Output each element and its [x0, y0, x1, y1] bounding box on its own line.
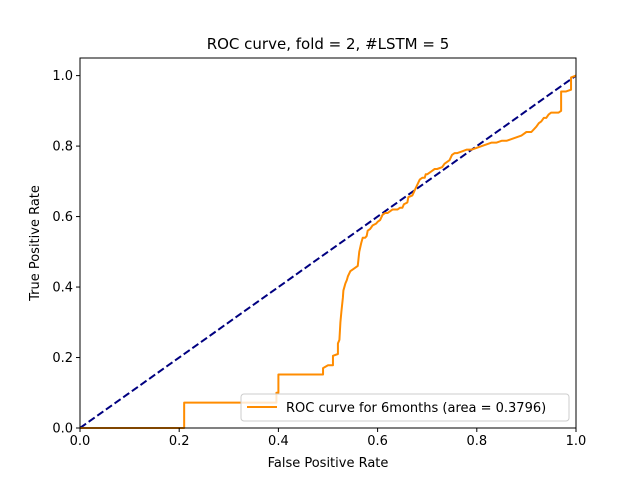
- legend: ROC curve for 6months (area = 0.3796): [240, 393, 570, 422]
- x-tick-label: 0.8: [466, 434, 487, 449]
- legend-box: [240, 393, 570, 422]
- x-tick-label: 0.6: [367, 434, 388, 449]
- y-tick-label: 1.0: [52, 69, 73, 84]
- legend-label-roc: ROC curve for 6months (area = 0.3796): [286, 401, 546, 416]
- x-tick-label: 0.2: [169, 434, 190, 449]
- x-axis-label: False Positive Rate: [268, 456, 389, 471]
- y-tick-label: 0.2: [52, 351, 73, 366]
- y-axis-label: True Positive Rate: [28, 185, 43, 302]
- series-layer: [79, 74, 577, 429]
- chance-diagonal-line: [79, 74, 577, 429]
- x-tick-label: 0.0: [70, 434, 91, 449]
- axes-frame: [79, 57, 577, 429]
- y-tick-label: 0.4: [52, 281, 73, 296]
- chart-title: ROC curve, fold = 2, #LSTM = 5: [207, 35, 450, 53]
- x-tick-label: 1.0: [566, 434, 587, 449]
- y-ticks: 0.0 0.2 0.4 0.6 0.8 1.0: [52, 69, 80, 437]
- y-tick-label: 0.0: [52, 422, 73, 437]
- roc-curve-line: [80, 74, 577, 429]
- plot-area: [80, 58, 576, 428]
- x-tick-label: 0.4: [268, 434, 289, 449]
- y-tick-label: 0.6: [52, 210, 73, 225]
- y-tick-label: 0.8: [52, 140, 73, 155]
- x-ticks: 0.0 0.2 0.4 0.6 0.8 1.0: [70, 428, 587, 449]
